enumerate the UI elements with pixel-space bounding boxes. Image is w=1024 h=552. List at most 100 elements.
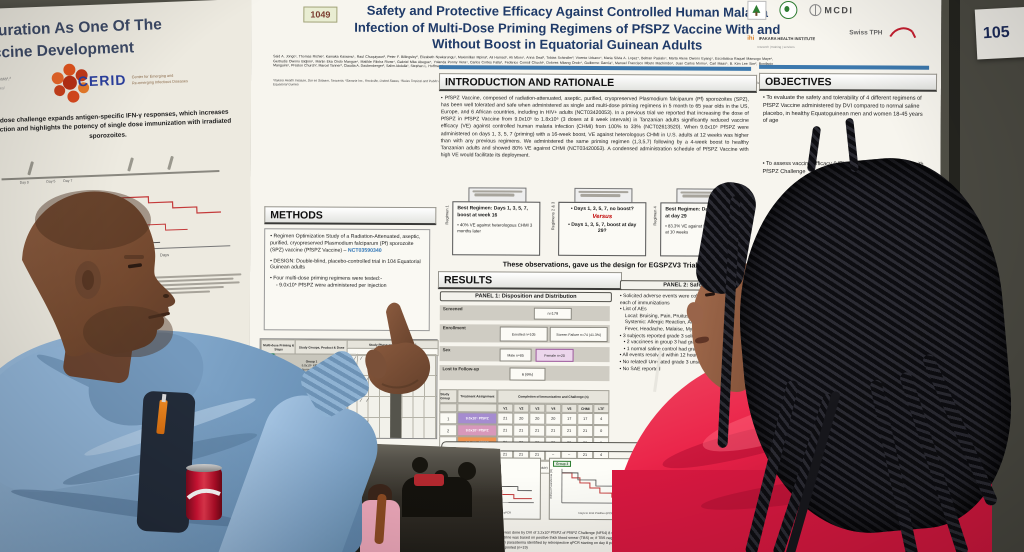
poster-number-badge: 1049 [303,6,337,22]
objectives-heading: OBJECTIVES [759,73,937,92]
col-v3: V3 [529,404,545,413]
row2-group: 2 [439,424,457,436]
regimens-2-3-box: • Days 1, 3, 5, 7, no boost? Versus • Da… [558,202,646,256]
syringe-icon [27,161,34,176]
ifakara-wordmark: IFAKARA HEALTH INSTITUTE [758,35,816,42]
introduction-heading: INTRODUCTION AND RATIONALE [439,73,757,93]
cerid-circle [67,90,80,103]
axis-label-days: Days [160,252,169,257]
ihi-mark: ihi [747,35,755,42]
swiss-tph-logo: Swiss TPH [849,29,883,37]
cell: 21 [529,425,545,437]
km-curves [558,467,638,507]
nct-number: NCT03590340 [347,247,382,254]
knuckle-line [381,379,419,389]
equatorial-guinea-logo [747,1,766,20]
man-pointing-hand [365,302,431,395]
man-short-hair [35,190,151,250]
regimen-1-text: Best Regimen: Days 1, 3, 5, 7, boost at … [457,205,528,218]
versus-label: Versus [592,213,613,221]
col-chmi: CHMI [577,404,593,413]
text-line [472,190,522,193]
can-white-swash [186,488,221,500]
distant-person-head [412,457,428,473]
cell: 21 [497,412,513,424]
col-v2: V2 [513,404,529,413]
cell: 20 [513,413,529,425]
left-poster-affiliation: fectious Diseases² [0,86,6,91]
thumb [365,349,387,379]
regimen-option-a: • Days 1, 3, 5, 7, no boost? [570,205,634,213]
man-eye [127,263,142,269]
cerid-logo: CERID Center for Emerging and Re-emergin… [51,56,233,107]
poster-title: Safety and Protective Efficacy Against C… [354,2,781,53]
left-poster-summary: Two dose challenge expands antigen-speci… [0,108,232,140]
regimen-1-side-label: Regimen 1 [444,205,450,225]
cell: 17 [561,413,577,425]
regimen-1-ve: • 40% VE against heterologous CHMI 3 mon… [457,222,533,233]
logo-row: MCDI ihi IFAKARA HEALTH INSTITUTE resear… [745,0,933,52]
col-v1: V1 [497,403,513,412]
cell: 21 [513,425,529,437]
can-top [186,464,222,472]
methods-heading: METHODS [264,206,436,225]
cell: 21 [577,425,593,437]
regimen-box-1: Regimen 1 Best Regimen: Days 1, 3, 5, 7,… [446,187,544,258]
man-nostril [163,294,169,298]
flow-row-screened: Screened [440,305,610,321]
objectives-bullet-1: • To evaluate the safety and tolerabilit… [762,94,923,125]
cerid-circle [63,63,76,76]
mcdi-wordmark: MCDI [824,5,854,16]
tag-number-text: 105 [982,23,1011,43]
syringe-icon [167,155,174,171]
cerid-circle [62,75,78,90]
panel1-heading: PANEL 1: Disposition and Distribution [440,291,612,302]
methods-bullet-2: • DESIGN: Double-blind, placebo-controll… [270,257,421,271]
row1-treatment: 9.0x10⁵ PfSPZ [457,412,497,424]
col-ltf: LTF [593,404,609,413]
km-ylabel: Without Parasitemia (%) [548,468,553,499]
col-header-span: Completion of Immunization and Challenge… [497,389,609,404]
cell: 21 [545,425,561,437]
km-chart-group2: Group 2 Without Parasitemia (%) Days to … [549,458,643,520]
health-ministry-logo [779,1,797,19]
results-heading: RESULTS [438,271,622,290]
regimens-2-3-side-label: Regimens 2 & 3 [550,201,556,231]
regimen-1-box: Best Regimen: Days 1, 3, 5, 7, boost at … [452,201,540,255]
enrolled-box: Enrolled n=105 [500,327,548,342]
poster-number-tag-105: 105 [974,6,1024,60]
man-eyebrow [124,255,144,259]
mcdi-logo: MCDI [809,3,899,17]
syringe-icon [127,157,134,172]
globe-icon [809,4,821,16]
methods-bullet-1-text: • Regimen Optimization Study of a Radiat… [270,233,421,254]
ifakara-tagline: research | training | services [757,44,795,50]
methods-bullet-1: • Regimen Optimization Study of a Radiat… [270,233,424,254]
regimen-option-b: • Days 1, 3, 5, 7, boost at day 29? [568,221,637,235]
cell: 20 [545,413,561,425]
text-line [474,194,514,197]
text-line [580,194,620,197]
row2-treatment: 9.0x10⁵ PfSPZ [457,424,497,436]
callout-box [468,187,526,202]
ifakara-logo: ihi IFAKARA HEALTH INSTITUTE research | … [747,27,843,50]
distant-person-head [458,462,476,480]
left-poster-title-line1: e Duration As One Of The [0,16,163,40]
screen-failure-box: Screen Failure n=74 (41.3%) [550,327,608,342]
timeline-axis [1,170,220,180]
cell: 17 [577,413,593,425]
row1-group: 1 [439,412,457,424]
cell: 0 [593,425,609,437]
ltf-count-box: 6 (6%) [509,368,545,381]
tree-trunk-icon [755,12,757,16]
cell: 21 [497,424,513,436]
cerid-tagline2: Re-emerging Infectious Diseases [131,79,188,86]
red-chair [414,474,444,486]
col-header-treatment: Treatment Assignment [457,389,497,403]
cola-can [186,464,222,520]
regimen-4-side-label: Regimen 4 [652,206,658,226]
male-count-box: Male n=85 [500,349,532,362]
regimen-box-2-3: Regimens 2 & 3 • Days 1, 3, 5, 7, no boo… [552,188,650,259]
man-mouth [148,312,170,319]
